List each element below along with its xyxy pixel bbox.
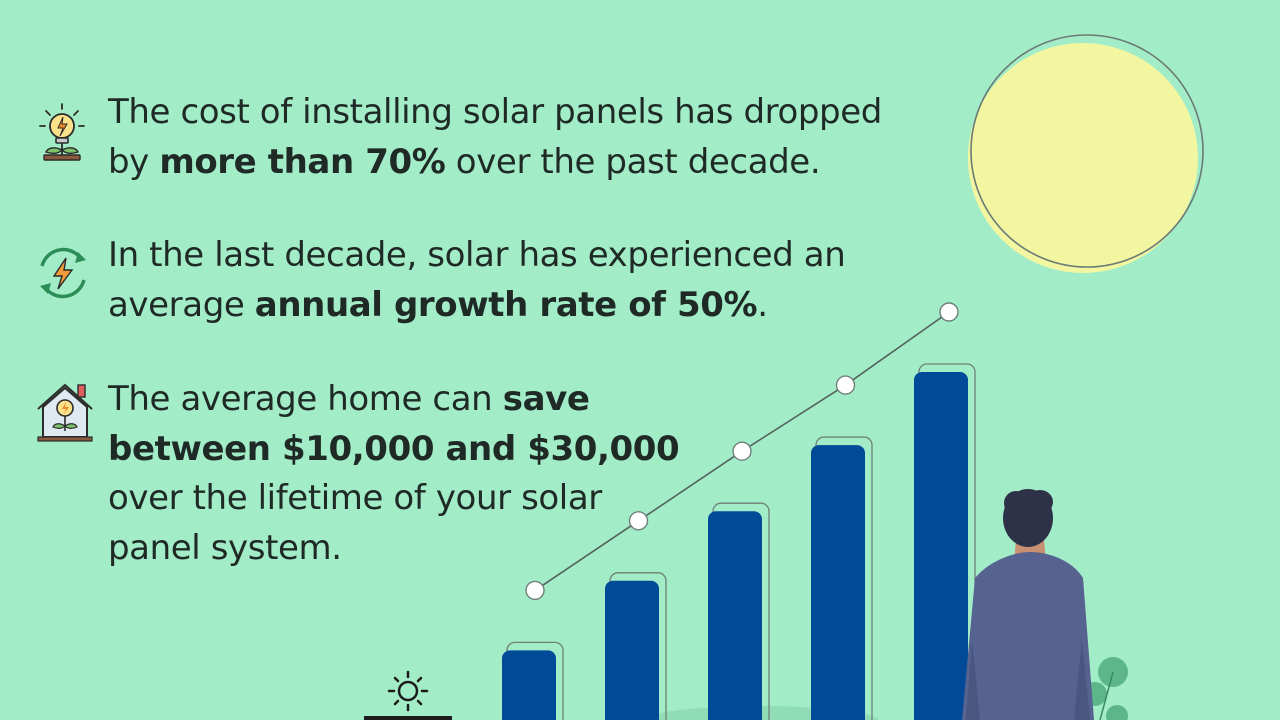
person-figure <box>962 489 1094 720</box>
fact-text-run: over the lifetime of your solar <box>108 478 602 518</box>
fact-cost-drop: The cost of installing solar panels has … <box>108 88 882 187</box>
highlight-text: save <box>502 379 590 419</box>
trend-point <box>628 511 649 531</box>
highlight-text: between $10,000 and $30,000 <box>108 428 680 469</box>
fact-text-run: The cost of installing solar panels has … <box>108 92 882 132</box>
trend-point <box>939 302 959 322</box>
fact-text-run: The average home can <box>108 379 503 419</box>
growth-bars <box>502 363 976 720</box>
eco-house-icon <box>37 383 93 442</box>
lightbulb-plant-icon <box>39 103 85 161</box>
trend-point <box>732 441 752 461</box>
trend-line <box>525 302 959 601</box>
sun-icon <box>364 670 452 720</box>
fact-text-run: by <box>108 141 160 182</box>
growth-bar <box>605 580 659 720</box>
growth-bar <box>811 445 865 720</box>
growth-bar <box>708 511 762 720</box>
highlight-text: annual growth rate of 50% <box>254 284 758 325</box>
fact-text-run: . <box>757 284 768 325</box>
highlight-text: more than 70% <box>159 141 446 182</box>
sun-shape <box>968 43 1198 273</box>
renewable-energy-cycle-icon <box>40 247 86 299</box>
growth-bar <box>914 372 968 720</box>
fact-home-savings: The average home can save between $10,000… <box>108 375 680 573</box>
fact-text-run: average <box>108 284 255 325</box>
growth-bar <box>502 650 556 720</box>
fact-text-run: In the last decade, solar has experience… <box>108 235 846 275</box>
trend-point <box>835 375 856 395</box>
fact-text-run: over the past decade. <box>445 141 821 182</box>
sun-outline <box>970 34 1204 268</box>
fact-growth-rate: In the last decade, solar has experience… <box>108 231 846 330</box>
fact-text-run: panel system. <box>108 527 342 568</box>
trend-point <box>525 580 545 601</box>
